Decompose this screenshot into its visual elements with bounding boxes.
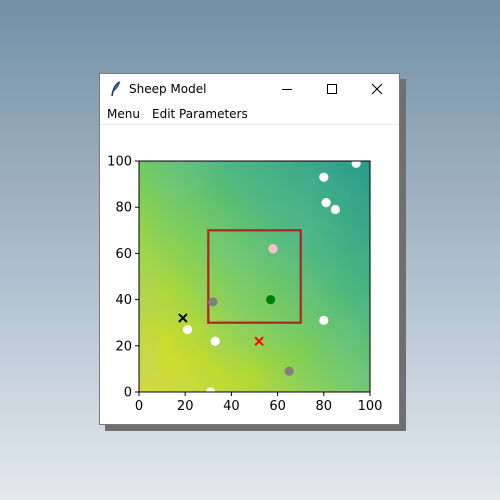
sheep-point — [182, 325, 193, 335]
y-tick-label: 0 — [124, 386, 132, 401]
menu-item-menu[interactable]: Menu — [107, 107, 140, 121]
sheep-point — [351, 158, 361, 168]
sheep-point — [321, 197, 331, 208]
y-tick-label: 60 — [115, 247, 132, 262]
title-bar[interactable]: Sheep Model — [100, 74, 399, 104]
close-button[interactable] — [354, 74, 400, 104]
sheep-plot[interactable]: 0 20 40 60 80 100 0 20 40 60 80 100 — [100, 124, 399, 424]
x-tick-label: 40 — [223, 399, 240, 414]
minimize-icon — [282, 89, 292, 90]
x-tick-label: 80 — [316, 399, 333, 414]
maximize-button[interactable] — [309, 74, 355, 104]
heatmap-texture — [139, 161, 370, 392]
y-tick-label: 80 — [115, 201, 132, 216]
close-icon — [371, 83, 383, 95]
menu-item-edit-parameters[interactable]: Edit Parameters — [152, 107, 248, 121]
plot-axes: 0 20 40 60 80 100 0 20 40 60 80 100 — [107, 155, 382, 415]
field-heatmap — [139, 161, 370, 392]
sheep-point — [330, 204, 340, 215]
maximize-icon — [327, 84, 337, 94]
sheep-point — [319, 172, 329, 182]
sheep-point — [268, 244, 278, 254]
marker-stroke — [254, 336, 264, 346]
x-tick-label: 100 — [358, 399, 383, 414]
feather-icon — [111, 81, 121, 97]
menu-bar: Menu Edit Parameters — [100, 104, 399, 125]
black-x-marker — [178, 313, 188, 323]
minimize-button[interactable] — [264, 74, 310, 104]
x-tick-label: 60 — [269, 399, 286, 414]
x-tick-label: 20 — [177, 399, 194, 414]
y-tick-label: 40 — [115, 293, 132, 308]
plot-frame — [138, 160, 371, 393]
sheep-point — [284, 366, 294, 376]
marker-stroke — [178, 313, 188, 323]
sheep-point — [266, 295, 276, 305]
window-title: Sheep Model — [129, 82, 207, 96]
x-tick-label: 0 — [135, 399, 143, 414]
app-window: Sheep Model Menu Edit Parameters — [99, 73, 400, 425]
sheep-point — [319, 315, 329, 325]
y-tick-label: 100 — [107, 155, 132, 170]
target-box — [207, 229, 302, 324]
y-tick-label: 20 — [115, 339, 132, 354]
red-x-marker — [254, 336, 264, 346]
sheep-point — [210, 336, 220, 346]
sheep-point — [208, 297, 218, 307]
